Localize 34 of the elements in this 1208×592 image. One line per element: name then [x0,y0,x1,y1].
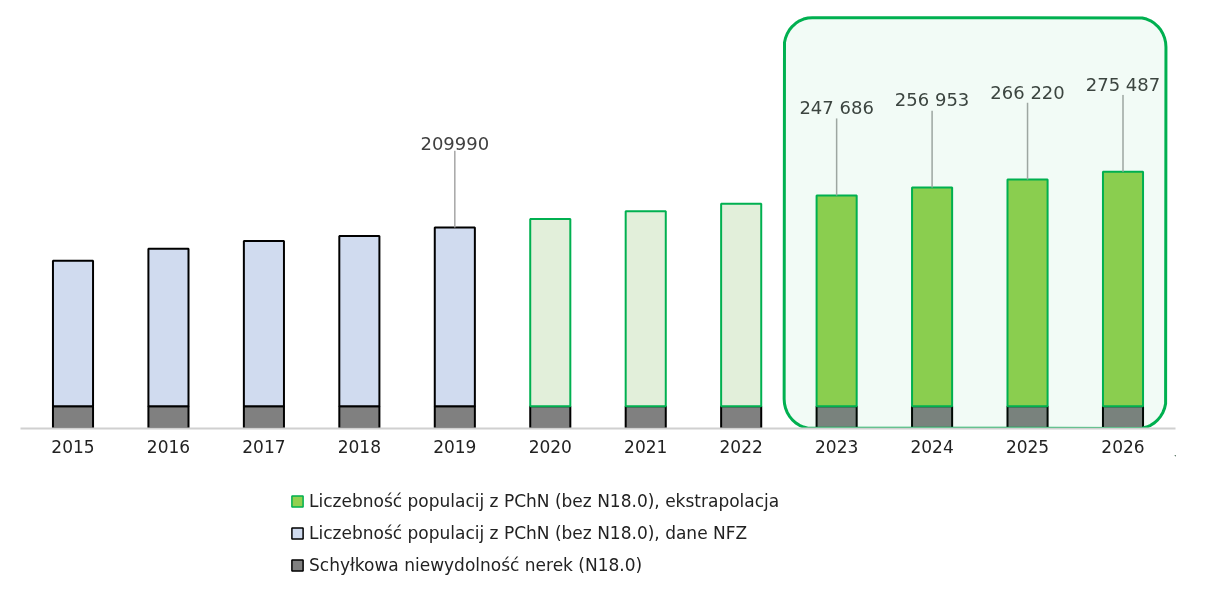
data-label: 209990 [420,133,490,155]
bar [1101,405,1145,429]
x-tick-label: 2020 [528,436,572,457]
x-tick-label: 2015 [51,436,95,457]
data-label: 256 953 [894,89,970,111]
data-label: 275 487 [1085,73,1161,95]
bar [815,405,858,429]
bar [529,405,572,429]
x-tick-label: 2018 [337,436,381,457]
legend-label: Liczebność populacij z PChN (bez N18.0), ekstrapolacja [309,491,780,511]
bar [720,202,763,408]
bar [911,186,954,408]
bar [1006,405,1049,429]
bar [529,217,572,408]
bar [624,210,667,408]
data-label: 266 220 [990,81,1065,103]
bar [1101,170,1145,408]
x-tick-label: 2024 [910,436,954,457]
x-tick-label: 2021 [624,436,668,457]
bar [720,405,763,429]
bar [911,405,954,429]
x-tick-label: 2026 [1101,436,1145,457]
data-label: 247 686 [799,97,874,119]
x-tick-label: 2022 [719,436,763,457]
bar [1006,178,1049,408]
x-tick-label: 2019 [433,436,477,457]
x-tick-label: 2017 [242,436,286,457]
legend-label: Liczebność populacij z PChN (bez N18.0), dane NFZ [309,523,748,543]
legend-label: Schyłkowa niewydolność nerek (N18.0) [309,555,643,575]
bar [815,194,858,408]
bar [624,405,667,429]
x-tick-label: 2016 [146,436,191,457]
x-tick-label: 2025 [1005,436,1050,457]
x-tick-label: 2023 [815,436,859,457]
